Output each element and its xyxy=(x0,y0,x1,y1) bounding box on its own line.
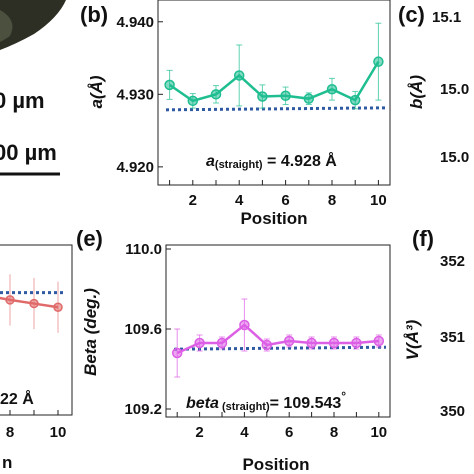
series-line xyxy=(168,61,380,103)
data-point xyxy=(210,89,222,100)
panel-c-ytick-2: 15.0 xyxy=(440,81,469,98)
panel-b-xticks: 2 4 6 8 10 xyxy=(169,180,387,209)
panel-e-frame xyxy=(165,244,391,418)
panel-e-yticks: 109.2 109.6 110.0 xyxy=(124,241,171,418)
xtick-label: 8 xyxy=(6,424,14,441)
panel-b-label: (b) xyxy=(80,2,108,27)
panel-f-label: (f) xyxy=(412,226,434,251)
panel-d-annotation: 22 Å xyxy=(0,389,34,408)
panel-b: (b) 4.920 4.930 4.940 2 4 6 8 10 a(Å) Position… xyxy=(80,0,391,228)
panel-b-yticks: 4.920 4.930 4.940 xyxy=(116,14,163,176)
xtick-label: 2 xyxy=(195,424,203,441)
panel-e-reference-line xyxy=(173,345,387,351)
panel-e-annotation: beta (straight)= 109.543° xyxy=(186,389,346,413)
panel-e-label: (e) xyxy=(76,226,103,251)
series-line xyxy=(0,296,59,309)
xtick-label: 6 xyxy=(281,192,289,209)
panel-f-ytick-2: 351 xyxy=(440,329,465,346)
ytick-label: 109.2 xyxy=(124,401,162,418)
panel-d-frame xyxy=(0,244,73,416)
data-point xyxy=(171,347,183,359)
scale-label-1: 0 µm xyxy=(0,88,45,113)
panel-e-xlabel: Position xyxy=(242,455,309,474)
crystal-image xyxy=(0,0,66,50)
data-point xyxy=(373,56,384,67)
panel-b-xlabel: Position xyxy=(240,209,307,228)
ytick-label: 4.920 xyxy=(116,159,154,176)
reference-line xyxy=(165,106,387,112)
panel-c-ytick-3: 15.0 xyxy=(440,149,469,166)
panel-d-xlabel: n xyxy=(2,453,12,472)
panel-d-series xyxy=(0,274,63,333)
panel-d-xticks: 8 10 xyxy=(6,410,67,441)
micrograph-crop: 0 µm 00 µm xyxy=(0,0,66,176)
data-point xyxy=(328,337,340,349)
xtick-label: 6 xyxy=(285,424,293,441)
panel-f-partial: (f) 352 351 350 V(Å³) xyxy=(403,226,465,420)
panel-f-ylabel: V(Å³) xyxy=(403,319,422,360)
panel-e: (e) 109.2 109.6 110.0 2 4 6 8 10 Beta (deg.) P… xyxy=(76,226,391,474)
data-point xyxy=(280,90,291,102)
xtick-label: 8 xyxy=(330,424,338,441)
xtick-label: 10 xyxy=(370,192,387,209)
data-point xyxy=(351,337,362,349)
panel-b-annotation: a(straight) = 4.928 Å xyxy=(206,151,337,171)
data-point xyxy=(216,337,228,349)
panel-c-partial: (c) 15.1 15.0 15.0 b(Å) xyxy=(398,2,469,166)
panel-e-series xyxy=(171,298,385,378)
panel-b-series xyxy=(164,22,384,110)
data-point xyxy=(303,93,315,104)
data-point xyxy=(349,94,361,106)
data-point xyxy=(29,298,39,309)
panel-f-ytick-1: 352 xyxy=(440,253,465,270)
data-point xyxy=(257,91,268,102)
data-point xyxy=(53,302,63,312)
xtick-label: 8 xyxy=(328,192,336,209)
data-point xyxy=(283,335,295,347)
series-line xyxy=(176,323,379,355)
data-point xyxy=(261,339,273,351)
panel-b-ylabel: a(Å) xyxy=(87,75,106,108)
ytick-label: 4.930 xyxy=(116,86,154,103)
data-point xyxy=(239,319,250,331)
panel-e-ylabel: Beta (deg.) xyxy=(81,288,100,376)
panel-f-ytick-3: 350 xyxy=(440,403,465,420)
xtick-label: 10 xyxy=(370,424,387,441)
ytick-label: 110.0 xyxy=(125,241,162,258)
xtick-label: 2 xyxy=(189,192,197,209)
panel-c-ytick-1: 15.1 xyxy=(432,9,461,26)
data-point xyxy=(233,70,245,81)
xtick-label: 4 xyxy=(240,424,249,441)
panel-c-label: (c) xyxy=(398,2,425,27)
panel-c-ylabel: b(Å) xyxy=(407,75,426,109)
data-point xyxy=(306,337,317,349)
panel-e-xticks: 2 4 6 8 10 xyxy=(176,412,387,441)
xtick-label: 4 xyxy=(235,192,244,209)
ytick-label: 4.940 xyxy=(116,14,154,31)
scale-label-2: 00 µm xyxy=(0,140,57,165)
data-point xyxy=(5,295,15,305)
reference-line xyxy=(173,345,387,351)
crystal-highlight xyxy=(0,10,13,42)
panel-b-reference-line xyxy=(165,106,387,112)
data-point xyxy=(187,95,199,107)
panel-b-frame xyxy=(157,0,391,186)
data-point xyxy=(326,83,338,95)
panel-d-partial: 8 10 22 Å n xyxy=(0,244,73,472)
xtick-label: 10 xyxy=(50,424,67,441)
data-point xyxy=(194,337,205,349)
data-point xyxy=(373,335,385,347)
ytick-label: 109.6 xyxy=(124,321,162,338)
data-point xyxy=(164,79,175,91)
